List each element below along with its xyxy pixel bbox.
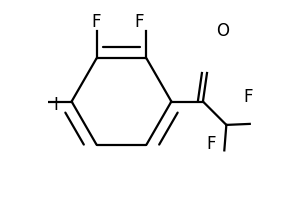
Text: O: O xyxy=(216,22,229,40)
Text: I: I xyxy=(53,95,58,113)
Text: F: F xyxy=(91,13,101,31)
Text: F: F xyxy=(244,88,253,106)
Text: F: F xyxy=(134,13,144,31)
Text: F: F xyxy=(206,135,216,153)
